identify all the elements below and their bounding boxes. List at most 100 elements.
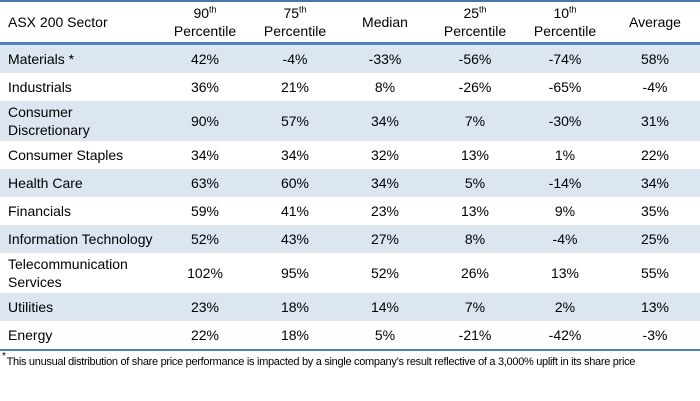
value-cell: -4% xyxy=(642,79,668,95)
value-cell: 43% xyxy=(280,231,310,247)
sector-cell: Health Care xyxy=(8,175,83,191)
percentile-number: 90 xyxy=(193,5,210,21)
percentile-number: 25 xyxy=(463,5,480,21)
column-header-90th-percentile: 90th Percentile xyxy=(160,1,250,45)
table-header: ASX 200 Sector 90th Percentile 75th Percen… xyxy=(0,1,700,45)
table-row-utilities: Utilities 23% 18% 14% 7% 2% 13% xyxy=(0,293,700,321)
value-cell: -65% xyxy=(548,79,582,95)
value-cell: 18% xyxy=(280,327,310,343)
column-header-label: ASX 200 Sector xyxy=(8,14,108,30)
value-cell: 8% xyxy=(374,79,396,95)
value-cell: 13% xyxy=(460,203,490,219)
percentile-number: 75 xyxy=(283,5,300,21)
value-cell: 34% xyxy=(370,175,400,191)
column-header-sector: ASX 200 Sector xyxy=(0,1,160,45)
percentile-word: Percentile xyxy=(173,23,237,39)
value-cell: 27% xyxy=(370,231,400,247)
sector-cell: Telecommunication Services xyxy=(8,256,128,290)
table-row-industrials: Industrials 36% 21% 8% -26% -65% -4% xyxy=(0,73,700,101)
value-cell: -33% xyxy=(368,51,402,67)
table-row-energy: Energy 22% 18% 5% -21% -42% -3% xyxy=(0,321,700,350)
ordinal-suffix: th xyxy=(569,4,577,15)
sector-cell: Consumer Discretionary xyxy=(8,104,90,138)
value-cell: 36% xyxy=(190,79,220,95)
ordinal-suffix: th xyxy=(299,4,307,15)
header-row: ASX 200 Sector 90th Percentile 75th Percen… xyxy=(0,1,700,45)
value-cell: 13% xyxy=(460,147,490,163)
value-cell: 59% xyxy=(190,203,220,219)
value-cell: 13% xyxy=(640,299,670,315)
value-cell: -74% xyxy=(548,51,582,67)
table-row-consumer-discretionary: Consumer Discretionary 90% 57% 34% 7% -3… xyxy=(0,101,700,141)
value-cell: 7% xyxy=(464,299,486,315)
column-header-average: Average xyxy=(610,1,700,45)
value-cell: 58% xyxy=(640,51,670,67)
sector-cell: Materials * xyxy=(8,51,75,67)
value-cell: 60% xyxy=(280,175,310,191)
value-cell: 95% xyxy=(280,265,310,281)
column-header-label: Average xyxy=(629,14,681,30)
value-cell: 32% xyxy=(370,147,400,163)
table-row-consumer-staples: Consumer Staples 34% 34% 32% 13% 1% 22% xyxy=(0,141,700,169)
value-cell: 31% xyxy=(640,113,670,129)
value-cell: 2% xyxy=(554,299,576,315)
value-cell: 22% xyxy=(640,147,670,163)
sector-cell: Consumer Staples xyxy=(8,147,124,163)
column-header-25th-percentile: 25th Percentile xyxy=(430,1,520,45)
value-cell: 34% xyxy=(370,113,400,129)
sector-performance-table: ASX 200 Sector 90th Percentile 75th Percen… xyxy=(0,0,700,351)
value-cell: 102% xyxy=(187,265,223,281)
value-cell: 5% xyxy=(464,175,486,191)
sector-cell: Utilities xyxy=(8,299,54,315)
table-row-materials: Materials * 42% -4% -33% -56% -74% 58% xyxy=(0,43,700,73)
value-cell: 34% xyxy=(280,147,310,163)
value-cell: -4% xyxy=(282,51,308,67)
value-cell: 23% xyxy=(190,299,220,315)
table-body: Materials * 42% -4% -33% -56% -74% 58% I… xyxy=(0,43,700,350)
value-cell: 63% xyxy=(190,175,220,191)
value-cell: 13% xyxy=(550,265,580,281)
column-header-median: Median xyxy=(340,1,430,45)
value-cell: 57% xyxy=(280,113,310,129)
value-cell: 26% xyxy=(460,265,490,281)
sector-cell: Industrials xyxy=(8,79,72,95)
sector-cell: Information Technology xyxy=(8,231,153,247)
footnote-asterisk-marker: * xyxy=(2,351,6,363)
value-cell: 21% xyxy=(280,79,310,95)
column-header-75th-percentile: 75th Percentile xyxy=(250,1,340,45)
column-header-10th-percentile: 10th Percentile xyxy=(520,1,610,45)
value-cell: -14% xyxy=(548,175,582,191)
value-cell: -4% xyxy=(552,231,578,247)
value-cell: 52% xyxy=(370,265,400,281)
percentile-word: Percentile xyxy=(533,23,597,39)
table-row-information-technology: Information Technology 52% 43% 27% 8% -4… xyxy=(0,225,700,253)
value-cell: 7% xyxy=(464,113,486,129)
value-cell: 34% xyxy=(640,175,670,191)
value-cell: -26% xyxy=(458,79,492,95)
percentile-number: 10 xyxy=(553,5,570,21)
table-row-health-care: Health Care 63% 60% 34% 5% -14% 34% xyxy=(0,169,700,197)
value-cell: 41% xyxy=(280,203,310,219)
value-cell: -3% xyxy=(642,327,668,343)
table-row-telecommunication-services: Telecommunication Services 102% 95% 52% … xyxy=(0,253,700,293)
value-cell: 22% xyxy=(190,327,220,343)
table-row-financials: Financials 59% 41% 23% 13% 9% 35% xyxy=(0,197,700,225)
value-cell: 23% xyxy=(370,203,400,219)
ordinal-suffix: th xyxy=(209,4,217,15)
sector-cell: Energy xyxy=(8,327,53,343)
value-cell: 34% xyxy=(190,147,220,163)
value-cell: 14% xyxy=(370,299,400,315)
sector-cell: Financials xyxy=(8,203,72,219)
footnote-text: This unusual distribution of share price… xyxy=(6,356,636,368)
column-header-label: Median xyxy=(362,14,408,30)
value-cell: 52% xyxy=(190,231,220,247)
value-cell: -30% xyxy=(548,113,582,129)
value-cell: -21% xyxy=(458,327,492,343)
value-cell: 9% xyxy=(554,203,576,219)
value-cell: -42% xyxy=(548,327,582,343)
value-cell: 25% xyxy=(640,231,670,247)
ordinal-suffix: th xyxy=(479,4,487,15)
value-cell: 18% xyxy=(280,299,310,315)
table-footnote: *This unusual distribution of share pric… xyxy=(2,352,690,372)
